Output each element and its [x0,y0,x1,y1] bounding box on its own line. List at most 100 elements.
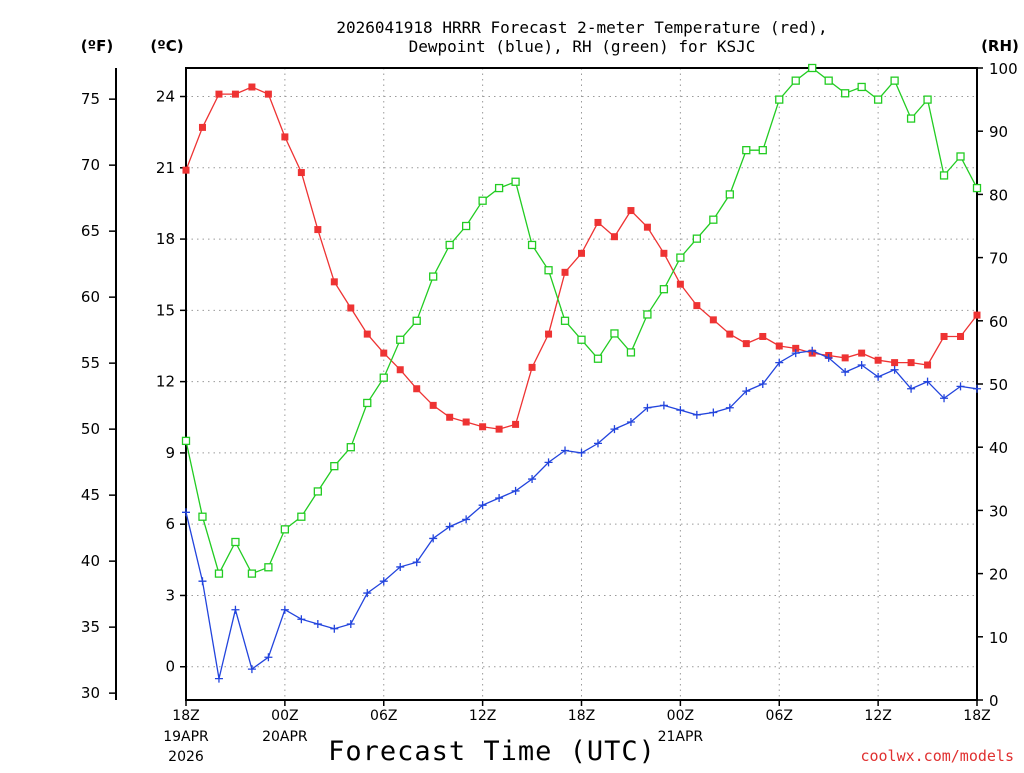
dewpoint-point [940,394,949,403]
fahrenheit-tick-label: 65 [81,222,100,240]
2-meter-temperature-point [610,233,618,241]
rh-tick-label: 20 [989,566,1008,584]
2-meter-temperature-point [380,349,388,357]
rh-point [429,272,438,281]
dewpoint-point [544,458,553,467]
dewpoint-point [692,410,701,419]
dewpoint-point [231,605,240,614]
grid-layer [186,68,977,700]
2-meter-temperature-point [462,418,470,426]
rh-point [346,443,355,452]
2-meter-temperature-point [495,425,503,433]
dewpoint-point [890,365,899,374]
2-meter-temperature-point [545,330,553,338]
rh-point [791,76,800,85]
2-meter-temperature-point [281,133,289,141]
dewpoint-point [363,589,372,598]
2-meter-temperature-point [363,330,371,338]
2-meter-temperature-point [709,316,717,324]
2-meter-temperature-point [594,218,602,226]
dewpoint-point [429,534,438,543]
2-meter-temperature-point [924,361,932,369]
2-meter-temperature-point [676,280,684,288]
rh-point [725,190,734,199]
celsius-tick-label: 21 [156,159,175,177]
x-date-label: 21APR [658,729,704,745]
rh-point [198,512,207,521]
rh-point [363,398,372,408]
x-date-label: 20APR [262,729,308,745]
rh-tick-label: 90 [989,123,1008,141]
dewpoint-point [973,384,981,393]
rh-point [280,525,290,534]
x-date-label: 19APR [163,729,209,745]
dewpoint-point [923,377,932,386]
2-meter-temperature-point [660,249,668,257]
fahrenheit-tick-label: 60 [81,288,100,306]
rh-point [676,253,685,262]
rh-point [873,95,883,104]
chart-title-line-2: Dewpoint (blue), RH (green) for KSJC [409,37,756,56]
celsius-tick-label: 9 [165,444,175,462]
rh-point [527,240,537,250]
2-meter-temperature-point [198,123,206,131]
dewpoint-point [561,446,570,455]
x-tick-label: 06Z [766,708,793,724]
rh-point [511,177,520,186]
rh-point [626,348,636,357]
rh-point [264,563,273,572]
dewpoint-point [758,380,767,388]
2-meter-temperature-point [775,342,783,350]
rh-point [923,95,932,104]
dewpoint-point [330,624,339,633]
dewpoint-point [445,522,454,531]
rh-point [742,146,751,155]
rh-point [610,329,619,338]
dewpoint-point [643,403,652,412]
rh-tick-label: 40 [989,439,1008,457]
2-meter-temperature-point [759,332,767,340]
2-meter-temperature-point [215,90,223,98]
rh-tick-label: 10 [989,629,1008,647]
dewpoint-point [676,406,685,415]
dewpoint-point [495,494,504,503]
rh-point [808,63,817,73]
rh-point [214,569,224,578]
2-meter-temperature-point [578,249,585,257]
rh-tick-label: 60 [989,313,1008,331]
rh-point [593,354,603,363]
x-tick-label: 18Z [172,708,199,724]
dewpoint-point [528,475,537,484]
celsius-tick-label: 0 [165,658,175,676]
2-meter-temperature-point [561,268,569,276]
rh-point [330,462,339,471]
dewpoint-point [346,619,355,628]
2-meter-temperature-point [973,311,981,319]
rh-point [445,240,454,250]
rh-tick-label: 30 [989,502,1008,520]
rh-point [857,82,866,92]
2-meter-temperature-point [693,302,701,310]
dewpoint-point [709,408,718,417]
2-meter-temperature-point [627,207,635,215]
2-meter-temperature-point [314,226,322,234]
2-meter-temperature-point [528,363,536,371]
celsius-tick-label: 6 [165,515,175,533]
x-tick-label: 12Z [864,708,891,724]
rh-point [692,234,702,243]
dewpoint-point [775,358,784,367]
2-meter-temperature-point [940,332,948,340]
dewpoint-point [956,382,965,391]
2-meter-temperature-point [231,90,239,98]
rh-point [461,221,471,231]
rh-point [775,95,784,104]
dewpoint-point [396,562,405,571]
rh-point [709,215,718,224]
2-meter-temperature-point [396,366,404,374]
2-meter-temperature-point [907,359,915,367]
x-tick-label: 18Z [568,708,595,724]
rh-tick-label: 0 [989,692,999,710]
fahrenheit-tick-label: 70 [81,156,100,174]
rh-tick-label: 100 [989,60,1018,78]
